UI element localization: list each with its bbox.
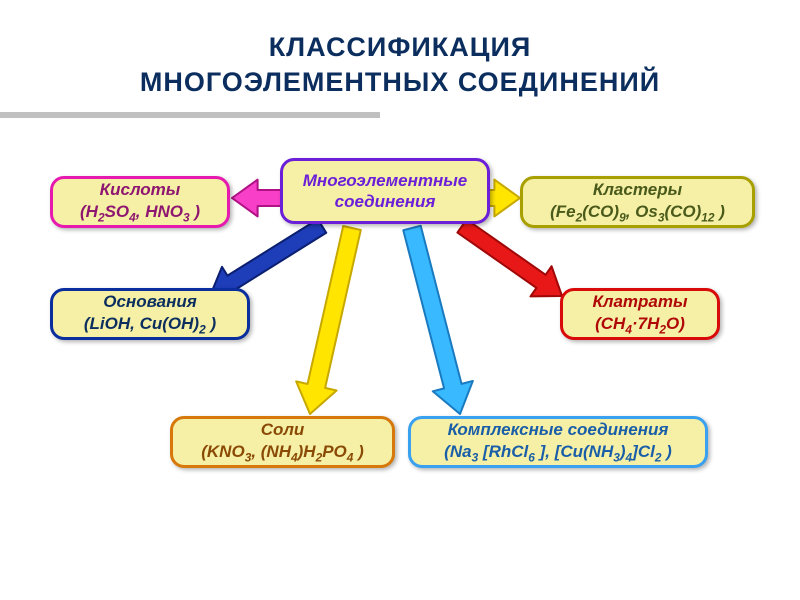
node-bases-label: Основания [103,291,197,312]
node-center: Многоэлементные соединения [280,158,490,224]
node-clathrates: Клатраты (CH4·7H2O) [560,288,720,340]
node-bases-formula: (LiOH, Cu(OH)2 ) [84,313,216,337]
node-salts: Соли (KNO3, (NH4)H2PO4 ) [170,416,395,468]
node-salts-formula: (KNO3, (NH4)H2PO4 ) [201,441,364,465]
node-clathrates-formula: (CH4·7H2O) [595,313,685,337]
node-acids: Кислоты (H2SO4, HNO3 ) [50,176,230,228]
node-clusters-formula: (Fe2(CO)9, Os3(CO)12 ) [550,201,725,225]
page-title-block: КЛАССИФИКАЦИЯ МНОГОЭЛЕМЕНТНЫХ СОЕДИНЕНИЙ [0,0,800,100]
node-acids-label: Кислоты [100,179,181,200]
classification-diagram: Многоэлементные соединения Кислоты (H2SO… [0,118,800,558]
node-complexes-label: Комплексные соединения [448,419,669,440]
node-complexes-formula: (Na3 [RhCl6 ], [Cu(NH3)4]Cl2 ) [444,441,672,465]
node-complexes: Комплексные соединения (Na3 [RhCl6 ], [C… [408,416,708,468]
node-bases: Основания (LiOH, Cu(OH)2 ) [50,288,250,340]
node-clusters-label: Кластеры [593,179,682,200]
title-line-1: КЛАССИФИКАЦИЯ [0,30,800,65]
node-acids-formula: (H2SO4, HNO3 ) [80,201,200,225]
node-clathrates-label: Клатраты [592,291,687,312]
node-clusters: Кластеры (Fe2(CO)9, Os3(CO)12 ) [520,176,755,228]
node-center-line2: соединения [335,191,436,212]
node-salts-label: Соли [261,419,305,440]
node-center-line1: Многоэлементные [303,170,467,191]
title-line-2: МНОГОЭЛЕМЕНТНЫХ СОЕДИНЕНИЙ [0,65,800,100]
